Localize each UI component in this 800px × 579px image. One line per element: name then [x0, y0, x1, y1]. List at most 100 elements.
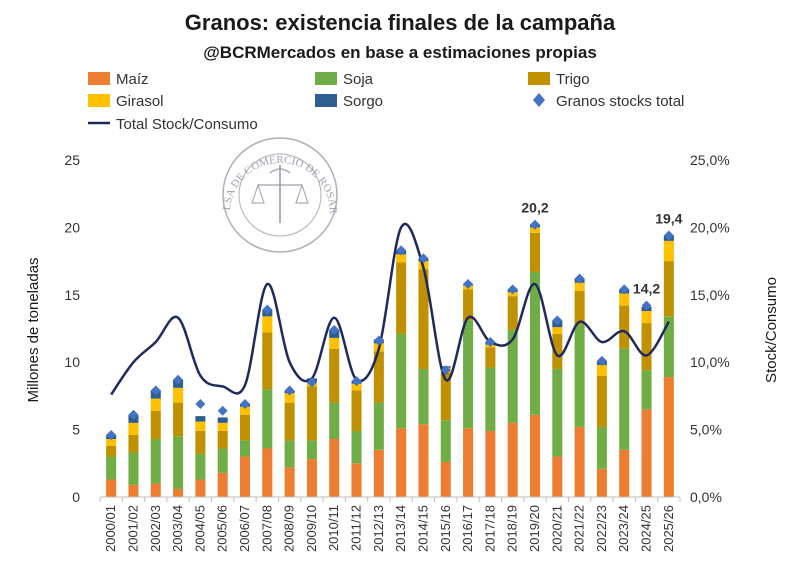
annotations: 20,2 14,2 19,4	[521, 200, 682, 297]
annotation-2019-20: 20,2	[521, 200, 548, 216]
x-tick-label: 2023/24	[616, 505, 631, 552]
bar-series	[106, 224, 674, 497]
bar-maiz-2008-09	[284, 467, 295, 497]
x-tick-label: 2005/06	[215, 505, 230, 552]
bar-maiz-2017-18	[485, 430, 496, 497]
bar-girasol-2011-12	[351, 383, 362, 391]
bar-maiz-2009-10	[306, 459, 317, 497]
total-marker-2019-20	[530, 219, 540, 230]
total-marker-2021-22	[574, 273, 585, 284]
x-tick-label: 2017/18	[482, 505, 497, 552]
bar-girasol-2022-23	[596, 364, 607, 376]
bar-trigo-2015-16	[440, 372, 451, 421]
x-tick-label: 2003/04	[170, 505, 185, 552]
bar-soja-2023-24	[619, 348, 630, 450]
bar-girasol-2025-26	[663, 240, 674, 262]
x-tick-label: 2013/14	[393, 505, 408, 552]
x-tick-label: 2022/23	[594, 505, 609, 552]
bar-soja-2008-09	[284, 440, 295, 468]
bar-trigo-2018-19	[507, 296, 518, 330]
bar-maiz-2004-05	[195, 479, 206, 497]
chart-subtitle: @BCRMercados en base a estimaciones prop…	[203, 43, 597, 62]
total-marker-2001-02	[128, 409, 139, 420]
x-tick-label: 2012/13	[371, 505, 386, 552]
legend-label-granos-stocks-total: Granos stocks total	[556, 93, 684, 110]
legend-marker-granos-stocks-total	[533, 93, 545, 107]
total-marker-2007-08	[262, 304, 273, 315]
bar-girasol-2008-09	[284, 393, 295, 403]
x-tick-label: 2025/26	[661, 505, 676, 552]
legend-swatch-maiz	[88, 72, 110, 85]
legend-swatch-trigo	[528, 72, 550, 85]
bar-maiz-2014-15	[418, 424, 429, 497]
bar-soja-2000-01	[106, 456, 117, 480]
x-tick-label: 2009/10	[304, 505, 319, 552]
total-marker-2006-07	[240, 398, 250, 409]
x-tick-label: 2000/01	[103, 505, 118, 552]
seal-emblem-pan-right	[295, 183, 309, 204]
y-axis-right: 0,0% 5,0% 10,0% 15,0% 20,0% 25,0%	[690, 152, 730, 505]
total-marker-2017-18	[485, 336, 496, 347]
legend-label-trigo: Trigo	[556, 71, 590, 88]
x-tick-label: 2004/05	[192, 505, 207, 552]
bar-trigo-2024-25	[641, 323, 652, 371]
bar-trigo-2022-23	[596, 375, 607, 427]
bar-maiz-2010-11	[329, 439, 340, 497]
total-marker-2010-11	[329, 324, 340, 335]
y2-tick-label: 15,0%	[690, 287, 730, 303]
x-tick-label: 2018/19	[505, 505, 520, 552]
bar-trigo-2000-01	[106, 445, 117, 457]
x-tick-label: 2011/12	[349, 505, 364, 551]
bar-soja-2024-25	[641, 370, 652, 410]
bar-soja-2022-23	[596, 426, 607, 469]
total-marker-2020-21	[552, 315, 563, 326]
x-tick-label: 2001/02	[125, 505, 140, 552]
total-marker-2004-05	[195, 398, 206, 409]
bar-trigo-2017-18	[485, 347, 496, 368]
bar-maiz-2019-20	[529, 414, 541, 497]
bar-soja-2019-20	[529, 271, 541, 415]
bar-girasol-2010-11	[329, 337, 340, 349]
bar-soja-2016-17	[463, 320, 474, 429]
x-tick-label: 2010/11	[326, 505, 341, 551]
y-axis-left: 0 5 10 15 20 25	[64, 152, 80, 505]
bar-maiz-2003-04	[173, 488, 184, 497]
total-marker-2016-17	[463, 279, 474, 290]
seal-outer-ring	[222, 137, 338, 253]
total-marker-2000-01	[106, 429, 117, 440]
total-marker-2005-06	[217, 405, 228, 416]
total-marker-2012-13	[373, 335, 384, 346]
bar-girasol-2006-07	[239, 406, 251, 415]
bar-trigo-2002-03	[150, 410, 161, 440]
bar-maiz-2002-03	[150, 483, 161, 497]
bar-soja-2010-11	[329, 402, 340, 440]
bar-maiz-2001-02	[128, 484, 139, 497]
ratio-line	[110, 222, 670, 396]
x-tick-label: 2015/16	[438, 505, 453, 552]
bar-trigo-2019-20	[529, 232, 541, 272]
y2-axis-title: Stock/Consumo	[763, 277, 780, 383]
total-marker-series	[106, 219, 674, 440]
total-marker-2018-19	[507, 284, 518, 295]
total-marker-2015-16	[440, 365, 451, 376]
bar-soja-2003-04	[173, 436, 184, 489]
bar-maiz-2021-22	[574, 426, 585, 497]
y2-tick-label: 5,0%	[690, 422, 722, 438]
y-tick-label: 15	[64, 287, 80, 303]
y2-tick-label: 0,0%	[690, 489, 722, 505]
bar-soja-2013-14	[396, 333, 407, 429]
bar-maiz-2016-17	[463, 428, 474, 497]
bar-sorgo-2005-06	[217, 417, 228, 423]
legend-label-sorgo: Sorgo	[343, 93, 383, 110]
bar-girasol-2023-24	[619, 293, 630, 306]
seal-emblem-pan-left	[251, 183, 265, 204]
bar-soja-2014-15	[418, 368, 429, 425]
bar-soja-2001-02	[128, 452, 139, 485]
bar-maiz-2012-13	[373, 449, 384, 497]
total-marker-2002-03	[150, 385, 161, 396]
total-marker-2023-24	[619, 284, 630, 295]
bar-trigo-2009-10	[306, 386, 317, 441]
bar-maiz-2005-06	[217, 472, 228, 497]
total-marker-2003-04	[173, 374, 184, 385]
total-marker-2013-14	[396, 245, 407, 256]
